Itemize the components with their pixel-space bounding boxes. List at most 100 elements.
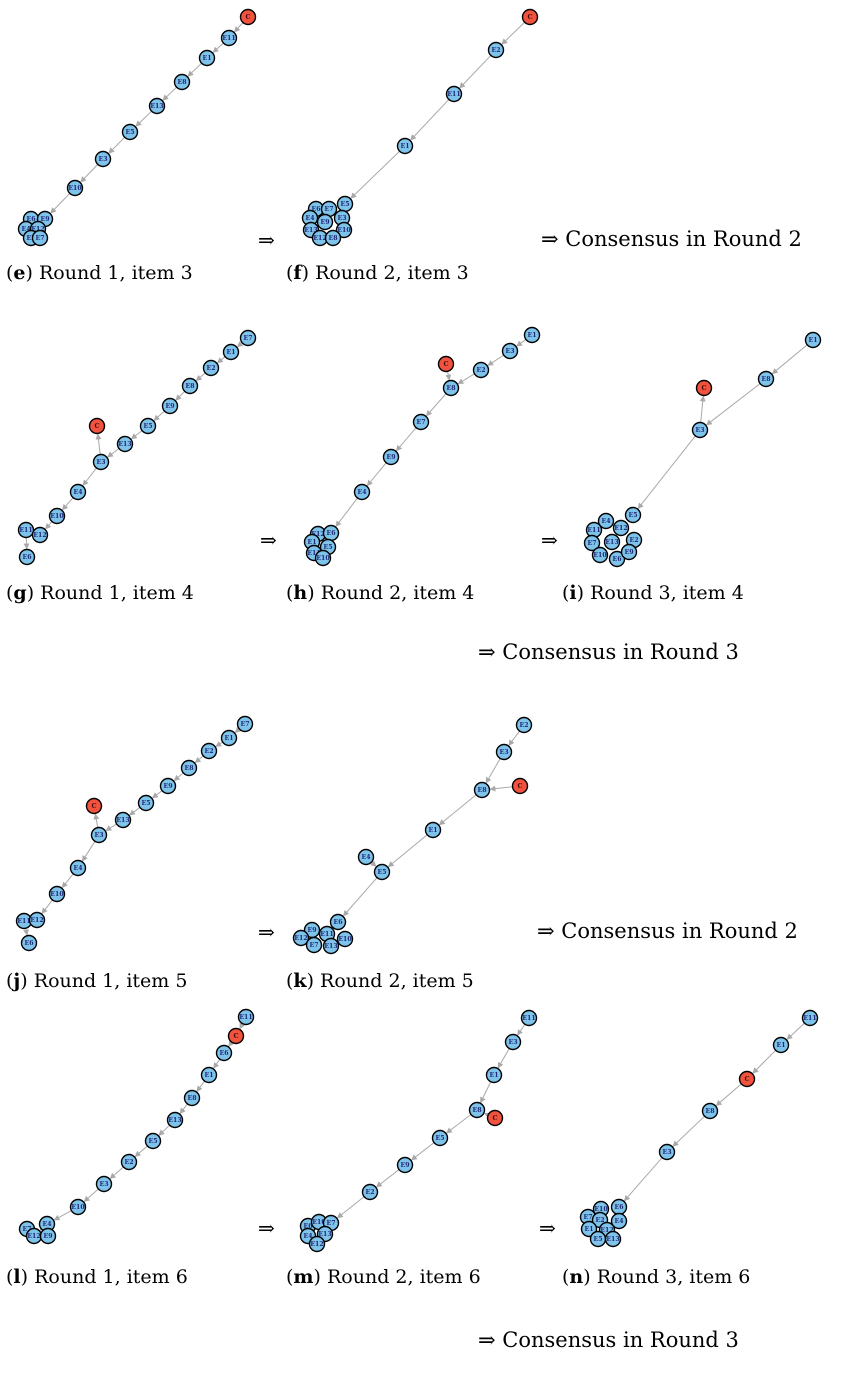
expert-node: E11 [17, 521, 35, 539]
node-label: E8 [472, 1107, 481, 1114]
node-label: E4 [42, 1221, 52, 1228]
expert-node: E8 [180, 759, 198, 777]
edge-E2-E8 [195, 372, 206, 382]
expert-node: E11 [520, 1009, 538, 1027]
edge-E10-E12 [45, 521, 53, 530]
edge-E3-E10 [83, 1188, 99, 1203]
expert-node: E7 [583, 534, 601, 552]
node-label: E10 [68, 185, 82, 192]
edge-E5-E2 [134, 1145, 148, 1158]
edge-E1-E2 [215, 741, 223, 747]
edge-E1-E3 [516, 339, 527, 347]
expert-node: E3 [501, 342, 519, 360]
expert-node: E10 [336, 930, 354, 948]
edge-E1-E5 [350, 150, 400, 199]
node-label: E11 [447, 91, 460, 98]
edge-C-E8 [445, 371, 452, 381]
coordinator-node: C [521, 8, 539, 26]
node-label: E5 [143, 423, 152, 430]
edge-E8-E3 [672, 1115, 705, 1147]
node-label: E3 [94, 832, 103, 839]
node-label: E10 [594, 1206, 608, 1213]
node-label: E4 [361, 854, 371, 861]
node-label: E1 [204, 1072, 213, 1079]
edge-E1-C [752, 1049, 777, 1074]
edge-E4-E10 [61, 497, 74, 511]
node-label: E3 [508, 1039, 517, 1046]
caption-l: (l) Round 1, item 6 [6, 1266, 188, 1288]
expert-node: E7 [236, 715, 254, 733]
expert-node: E13 [148, 97, 166, 115]
expert-node: E12 [308, 1235, 326, 1253]
node-label: C [245, 13, 250, 21]
expert-node: E8 [324, 229, 342, 247]
edge-C-E6 [228, 1040, 235, 1047]
edge-E8-E9 [175, 390, 186, 401]
edge-E3-C [93, 813, 100, 828]
edge-E1-E8 [196, 1080, 205, 1092]
node-label: C [701, 384, 706, 392]
node-label: E4 [614, 1218, 624, 1225]
expert-node: E6 [18, 548, 36, 566]
expert-node: E12 [612, 519, 630, 537]
node-label: E9 [400, 1162, 409, 1169]
caption-g: (g) Round 1, item 4 [6, 582, 194, 604]
node-label: E9 [386, 454, 395, 461]
coordinator-node: C [239, 8, 257, 26]
edge-E2-E8 [457, 373, 475, 385]
expert-node: E7 [412, 413, 430, 431]
edge-C-E8 [489, 785, 513, 792]
node-label: E6 [311, 206, 320, 213]
node-label: E13 [118, 441, 131, 448]
node-label: E11 [320, 931, 333, 938]
node-label: E2 [204, 748, 213, 755]
node-label: E13 [168, 1117, 181, 1124]
expert-node: E4 [357, 848, 375, 866]
expert-node: E8 [181, 377, 199, 395]
expert-node: E1 [200, 1066, 218, 1084]
edge-E1-E5 [387, 834, 428, 868]
edge-E9-E5 [151, 790, 163, 799]
expert-node: E1 [198, 49, 216, 67]
caption-m: (m) Round 2, item 6 [286, 1266, 481, 1288]
node-label: E2 [124, 1159, 133, 1166]
node-label: C [492, 1114, 497, 1122]
node-label: E13 [304, 227, 317, 234]
edge-E5-E6 [342, 877, 378, 917]
expert-node: E6 [322, 524, 340, 542]
node-label: E4 [303, 1233, 313, 1240]
node-label: C [91, 802, 96, 810]
node-label: E13 [606, 1236, 619, 1243]
expert-node: E1 [523, 326, 541, 344]
expert-node: E9 [620, 543, 638, 561]
expert-node: E3 [94, 150, 112, 168]
node-label: E7 [309, 942, 318, 949]
node-label: E9 [163, 783, 172, 790]
node-label: E1 [428, 827, 437, 834]
node-label: E8 [705, 1108, 714, 1115]
expert-node: E10 [48, 885, 66, 903]
expert-node: E5 [589, 1230, 607, 1248]
node-label: E12 [310, 1241, 323, 1248]
transition-arrow: ⇒ [258, 228, 275, 252]
expert-node: E8 [468, 1101, 486, 1119]
expert-node: E10 [314, 549, 332, 567]
coordinator-node: C [695, 379, 713, 397]
coordinator-node: C [738, 1070, 756, 1088]
expert-node: E1 [220, 729, 238, 747]
node-label: E7 [587, 540, 596, 547]
node-label: C [744, 1075, 749, 1083]
expert-node: E1 [804, 331, 822, 349]
node-label: E2 [519, 722, 528, 729]
node-label: E9 [624, 549, 633, 556]
node-label: E12 [294, 935, 307, 942]
edge-E13-E3 [105, 823, 117, 832]
node-label: E11 [239, 1014, 252, 1021]
edge-E3-E2 [487, 354, 505, 366]
edge-E13-E3 [107, 448, 120, 458]
expert-node: E11 [801, 1009, 819, 1027]
node-label: E6 [24, 940, 33, 947]
node-label: E6 [303, 1223, 312, 1230]
